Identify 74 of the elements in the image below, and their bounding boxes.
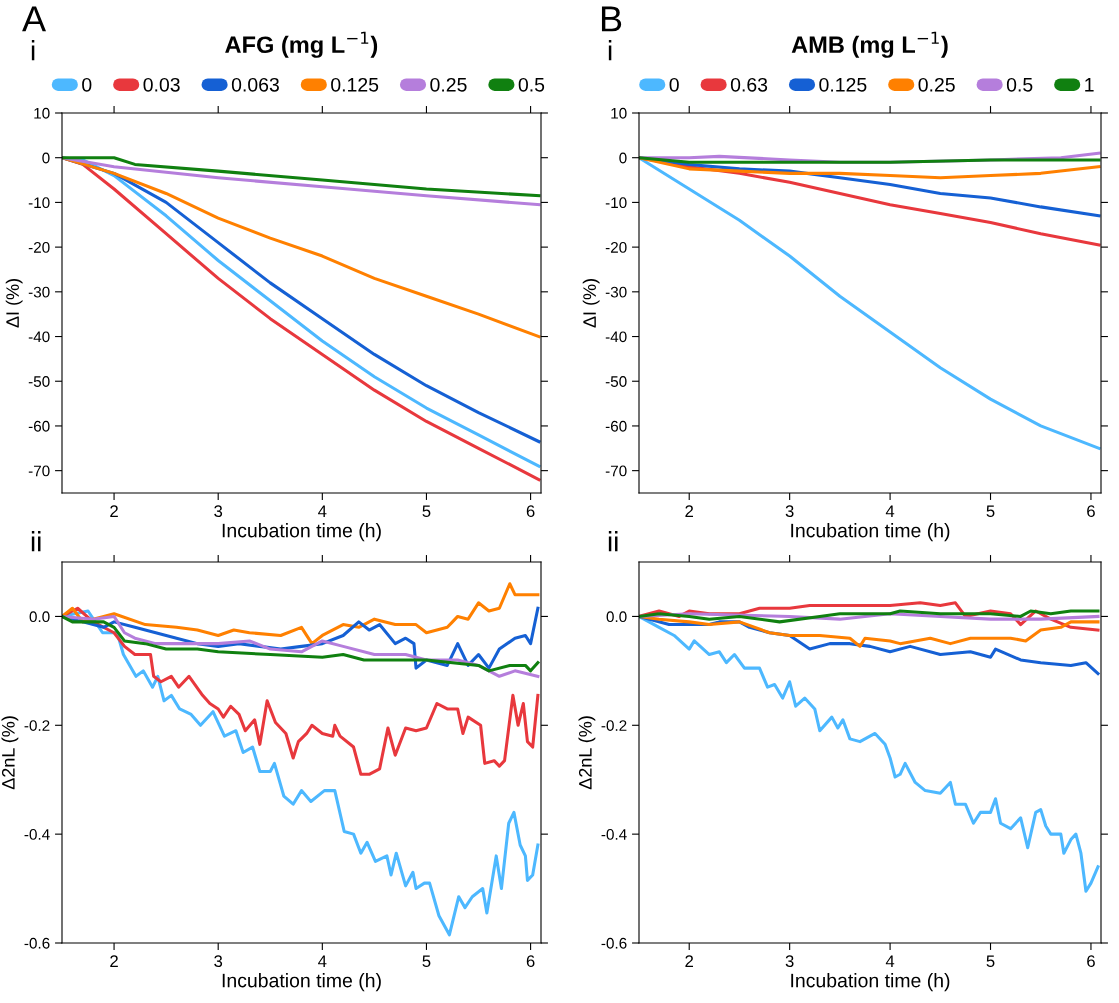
y-tick-label: -60 <box>28 420 50 432</box>
y-tick-label: -0.4 <box>601 829 627 840</box>
x-tick-label: 6 <box>526 955 535 968</box>
y-tick-label: -10 <box>28 197 50 209</box>
y-tick-label: -40 <box>605 331 627 343</box>
x-axis-title: Incubation time (h) <box>222 973 381 992</box>
y-tick-label: 0 <box>619 152 627 164</box>
x-tick-label: 4 <box>885 955 895 967</box>
x-axis-title: Incubation time (h) <box>222 523 381 542</box>
x-tick-label: 5 <box>986 505 995 518</box>
legend-label: 0 <box>82 77 92 92</box>
x-tick-label: 4 <box>318 955 327 967</box>
y-tick-label: -50 <box>28 376 50 387</box>
x-tick-label: 3 <box>214 505 223 518</box>
text: i <box>31 40 35 61</box>
y-tick-label: 0.0 <box>29 611 50 623</box>
x-axis-title: Incubation time (h) <box>791 523 950 542</box>
legend-label: 0.5 <box>1006 77 1033 92</box>
x-tick-label: 2 <box>685 505 694 517</box>
chart-title: AFG (mg L$^{−1}$) <box>225 31 378 58</box>
legend-label: 1 <box>1085 78 1094 92</box>
x-axis-title: Incubation time (h) <box>791 973 950 992</box>
y-tick-label: -0.6 <box>601 937 627 949</box>
y-tick-label: -70 <box>28 465 50 477</box>
legend-label: 0.25 <box>430 77 467 92</box>
legend-label: 0.25 <box>918 77 955 92</box>
y-tick-label: -0.6 <box>24 937 50 949</box>
text: B <box>601 6 622 32</box>
y-tick-label: -0.2 <box>601 720 627 731</box>
legend-label: 0.125 <box>331 77 379 92</box>
y-tick-label: 0.0 <box>606 611 627 623</box>
y-tick-label: -30 <box>28 286 50 298</box>
y-tick-label: -50 <box>605 376 627 387</box>
legend-label: 0.5 <box>518 77 545 92</box>
y-tick-label: -20 <box>605 241 627 253</box>
y-axis-title: Δ2nL (%) <box>578 716 596 790</box>
legend-label: 0.063 <box>231 77 279 92</box>
y-tick-label: -70 <box>605 465 627 477</box>
x-tick-label: 3 <box>214 955 223 968</box>
y-tick-label: 10 <box>611 107 627 119</box>
x-tick-label: 5 <box>422 955 431 968</box>
y-tick-label: 0 <box>42 152 50 164</box>
legend-label: 0.63 <box>730 77 768 92</box>
chart-title: AMB (mg L$^{−1}$) <box>791 31 948 58</box>
y-tick-label: -30 <box>605 286 627 298</box>
x-tick-label: 4 <box>318 505 327 517</box>
x-tick-label: 3 <box>785 505 794 518</box>
y-axis-title: ΔI (%) <box>5 279 23 328</box>
x-tick-label: 2 <box>110 505 118 517</box>
y-tick-label: -20 <box>28 241 50 253</box>
y-tick-label: 10 <box>34 107 50 119</box>
x-tick-label: 2 <box>110 955 118 967</box>
x-tick-label: 6 <box>1087 505 1095 518</box>
y-axis-title: ΔI (%) <box>582 279 600 328</box>
x-tick-label: 2 <box>685 955 694 967</box>
x-tick-label: 5 <box>422 505 431 518</box>
y-axis-title: Δ2nL (%) <box>1 716 19 790</box>
y-tick-label: -0.4 <box>24 829 50 840</box>
y-tick-label: -0.2 <box>24 720 50 731</box>
text: i <box>608 40 612 61</box>
x-tick-label: 5 <box>986 955 995 968</box>
x-tick-label: 3 <box>785 955 794 968</box>
text: ii <box>608 531 618 552</box>
x-tick-label: 6 <box>526 505 535 518</box>
legend-label: 0 <box>669 77 679 92</box>
legend-label: 0.03 <box>143 77 180 92</box>
y-tick-label: -10 <box>605 197 627 209</box>
y-tick-label: -40 <box>28 331 50 343</box>
text: ii <box>31 531 41 552</box>
x-tick-label: 6 <box>1087 955 1095 968</box>
legend-label: 0.125 <box>819 77 867 92</box>
text: A <box>22 6 47 32</box>
x-tick-label: 4 <box>885 505 895 517</box>
y-tick-label: -60 <box>605 420 627 432</box>
